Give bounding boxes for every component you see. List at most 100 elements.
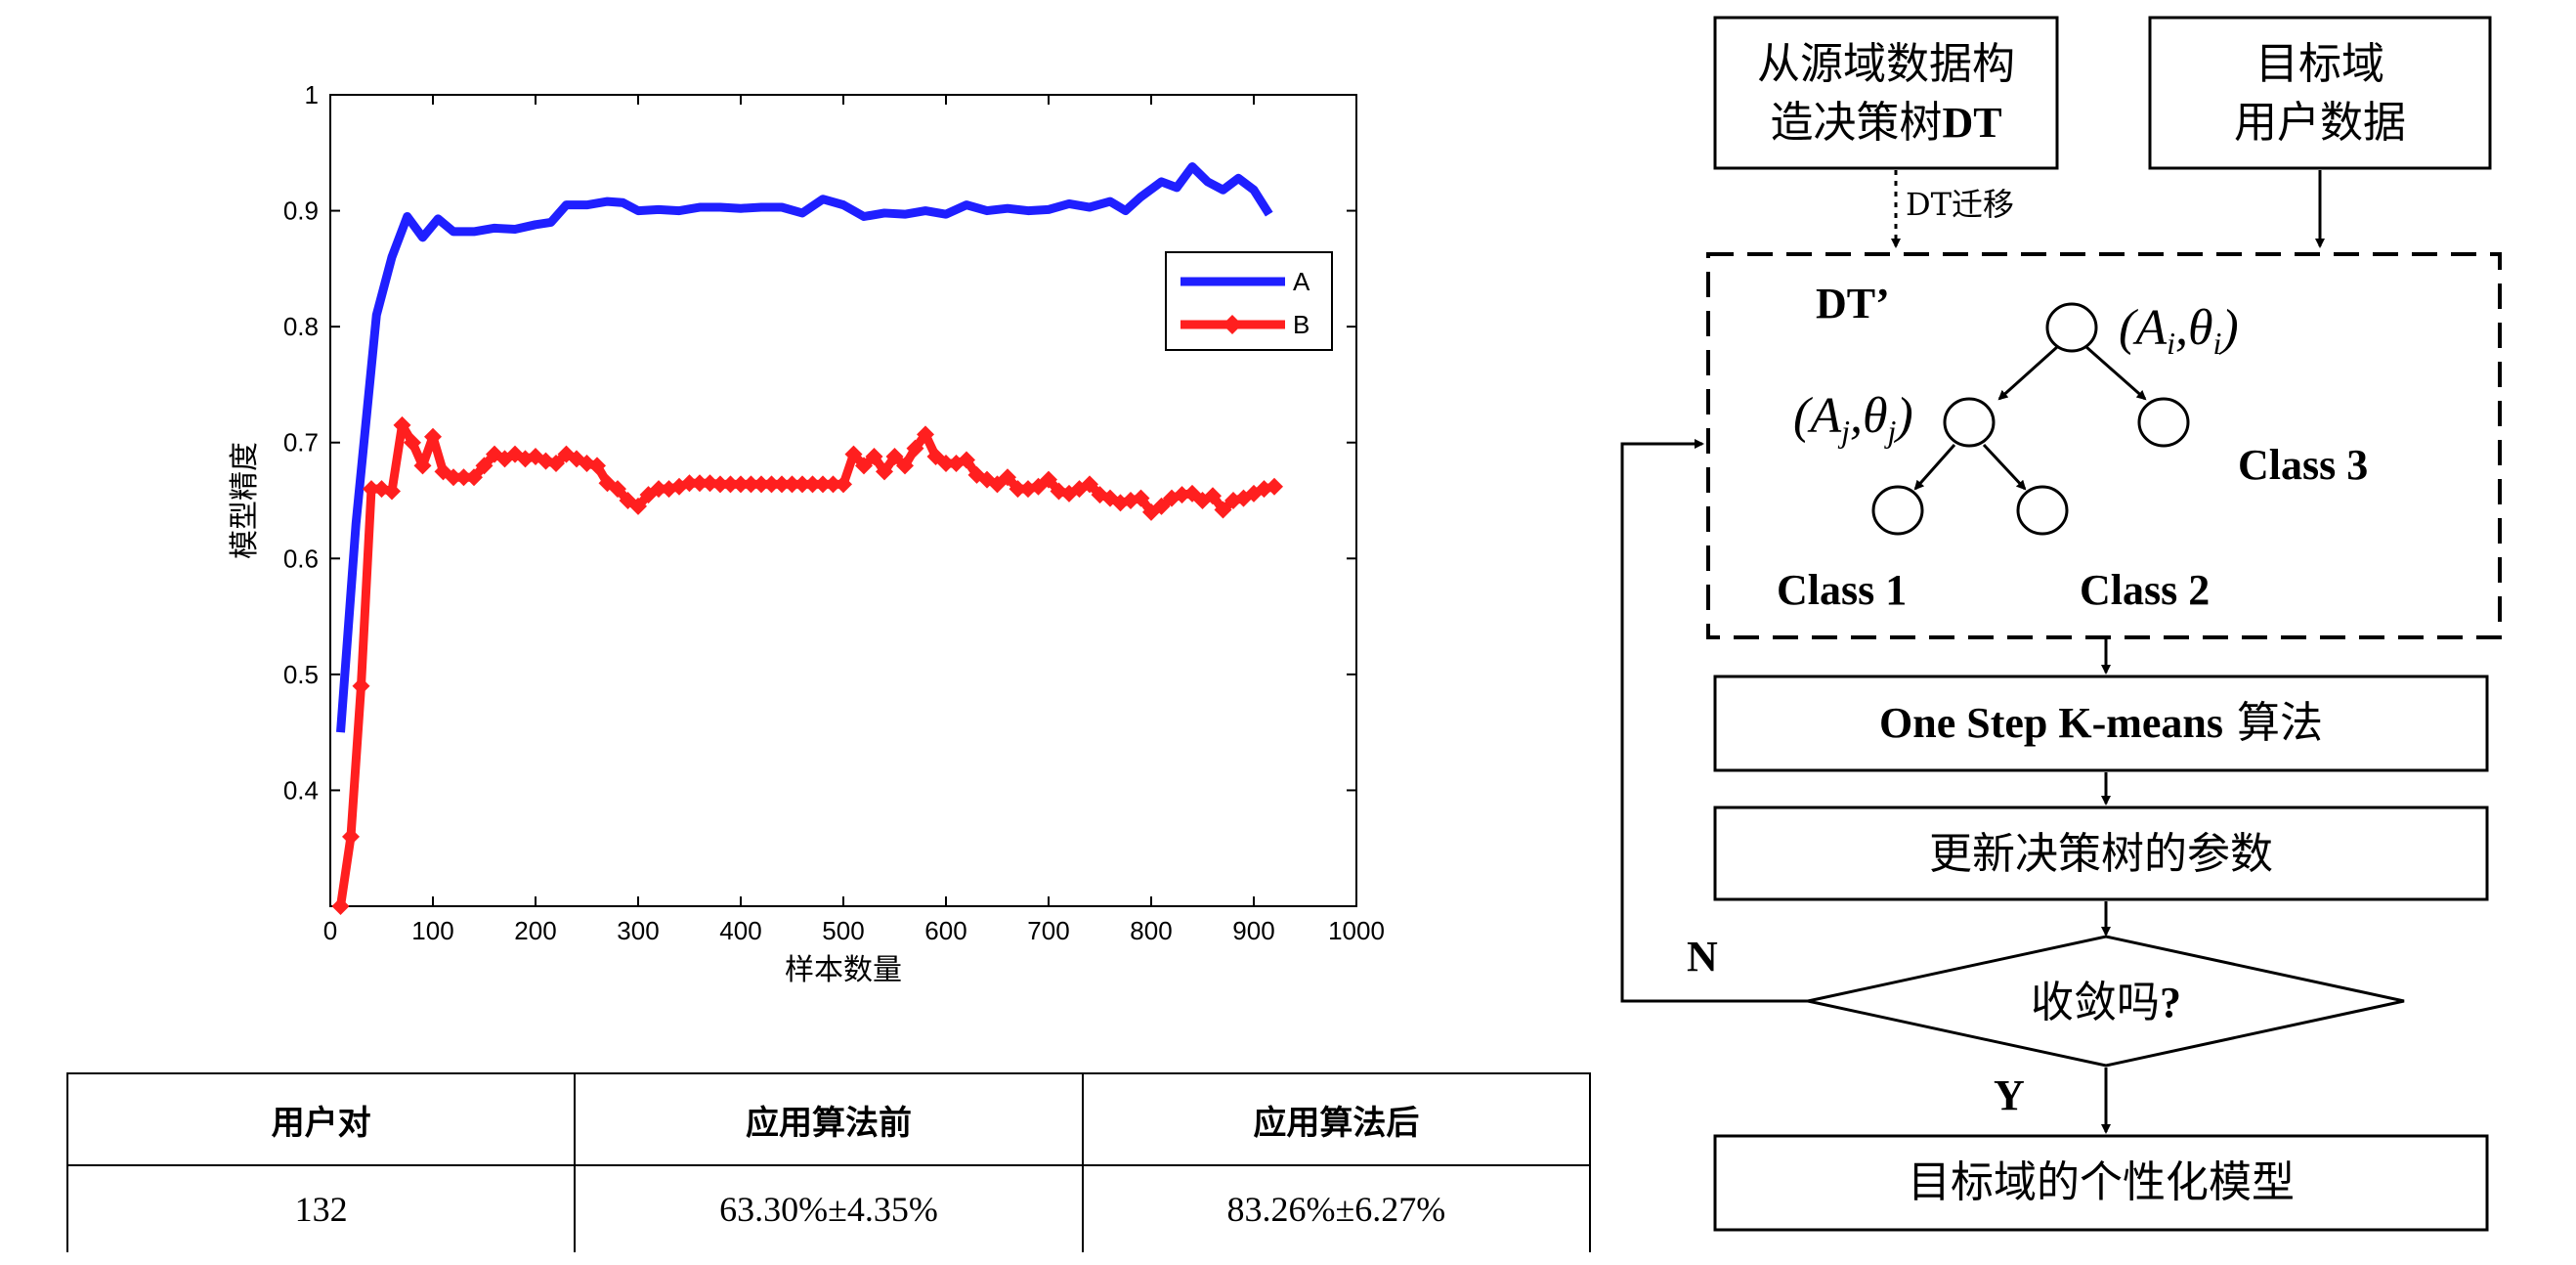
series-point-b <box>701 474 719 493</box>
series-point-b <box>609 480 626 499</box>
series-point-b <box>1266 477 1283 496</box>
series-point-b <box>721 475 740 494</box>
target-box-line1: 目标域 <box>2255 39 2384 89</box>
series-point-b <box>783 475 801 494</box>
series-point-b <box>752 475 770 494</box>
series-point-b <box>1214 501 1232 519</box>
personalized-model-box <box>1713 1134 2489 1232</box>
x-tick-label: 400 <box>719 916 761 945</box>
result-table: 用户对 应用算法前 应用算法后 132 63.30%±4.35% 83.26%±… <box>65 1072 1592 1252</box>
table-header: 用户对 <box>65 1072 577 1166</box>
series-point-b <box>917 425 934 444</box>
y-tick-label: 0.4 <box>283 775 319 805</box>
root-node-param: (Ai,θi) <box>2119 300 2239 361</box>
personalized-model-label: 目标域的个性化模型 <box>1908 1157 2295 1207</box>
series-point-b <box>1009 480 1027 499</box>
x-tick-label: 300 <box>617 916 659 945</box>
kmeans-step-box <box>1713 675 2489 772</box>
source-box-line1: 从源域数据构 <box>1757 39 2015 89</box>
series-point-b <box>814 475 832 494</box>
series-point-b <box>445 468 462 487</box>
line-chart: 0 100 200 300 400 500 600 700 800 900 1000 0.40.50… <box>228 80 1385 987</box>
x-axis-ticks: 0 100 200 300 400 500 600 700 800 900 1000 <box>323 95 1385 945</box>
table-header: 应用算法前 <box>574 1072 1084 1166</box>
series-point-b <box>404 433 421 452</box>
series-point-b <box>896 457 914 475</box>
series-point-b <box>1204 487 1222 505</box>
series-point-b <box>393 415 411 434</box>
series-point-b <box>413 457 432 475</box>
series-point-b <box>650 480 667 499</box>
convergence-decision <box>1807 935 2405 1068</box>
series-point-b <box>1101 489 1119 507</box>
series-point-b <box>803 475 822 494</box>
tree-leaf-node <box>2016 485 2069 536</box>
update-params-label: 更新决策树的参数 <box>1929 829 2273 879</box>
legend-box <box>1165 251 1333 351</box>
series-point-b <box>1081 475 1098 494</box>
y-tick-label: 0.9 <box>283 196 319 226</box>
series-point-b <box>454 468 473 487</box>
x-tick-label: 1000 <box>1328 916 1385 945</box>
decision-tree-diagram: (Ai,θi) (Aj,θj) Class 3 Class 1 Class 2 <box>1777 300 2368 614</box>
y-axis-ticks: 0.4 0.5 0.6 0.7 0.8 0.9 1 <box>283 80 1356 805</box>
x-tick-label: 100 <box>411 916 453 945</box>
tree-edge <box>1997 345 2059 401</box>
table-cell: 132 <box>65 1165 577 1252</box>
y-tick-label: 1 <box>305 80 319 109</box>
yes-label: Y <box>1994 1071 2025 1119</box>
series-point-b <box>794 475 811 494</box>
series-point-b <box>588 457 606 475</box>
y-tick-label: 0.5 <box>283 660 319 689</box>
tree-node <box>1943 397 1996 448</box>
x-tick-label: 500 <box>822 916 864 945</box>
series-point-b <box>1152 497 1171 515</box>
series-point-b <box>424 427 442 446</box>
series-point-b <box>629 497 647 515</box>
inner-node-param: (Aj,θj) <box>1793 388 1913 449</box>
series-point-b <box>732 475 750 494</box>
class3-label: Class 3 <box>2238 441 2368 489</box>
series-point-b <box>363 480 380 499</box>
series-point-b <box>342 827 360 846</box>
source-box-line2: 造决策树DT <box>1770 98 2001 148</box>
series-point-b <box>855 457 873 475</box>
series-point-b <box>906 439 924 458</box>
table-header-row: 用户对 应用算法前 应用算法后 <box>65 1072 1592 1166</box>
kmeans-step-label: One Step K-means 算法 <box>1879 698 2323 748</box>
y-tick-label: 0.8 <box>283 312 319 341</box>
series-point-b <box>937 455 955 473</box>
series-point-b <box>762 475 781 494</box>
series-point-b <box>999 468 1016 487</box>
y-axis-label: 模型精度 <box>228 442 262 559</box>
table-header: 应用算法后 <box>1081 1072 1592 1166</box>
tree-leaf-node <box>1871 485 1924 536</box>
x-tick-label: 800 <box>1130 916 1172 945</box>
series-point-b <box>691 474 708 493</box>
tree-container <box>1706 252 2502 639</box>
series-point-b <box>680 474 699 493</box>
y-tick-label: 0.7 <box>283 428 319 458</box>
table-row: 132 63.30%±4.35% 83.26%±6.27% <box>65 1165 1592 1252</box>
series-point-b <box>876 462 893 481</box>
transfer-label: DT迁移 <box>1906 186 2014 223</box>
series-point-b <box>865 447 883 465</box>
flowchart: 从源域数据构 造决策树DT 目标域 用户数据 DT迁移 DT’ (Ai,θi) … <box>1620 16 2502 1232</box>
x-tick-label: 900 <box>1232 916 1274 945</box>
no-label: N <box>1687 933 1718 981</box>
tree-edge <box>1982 443 2027 491</box>
series-point-b <box>1132 489 1150 507</box>
legend-label-b: B <box>1293 310 1309 339</box>
loop-back-arrow <box>1620 439 1808 1003</box>
series-point-b <box>1173 486 1191 504</box>
class1-label: Class 1 <box>1777 566 1907 614</box>
x-tick-label: 200 <box>514 916 556 945</box>
decision-label: 收敛吗? <box>2031 978 2181 1027</box>
table-cell: 63.30%±4.35% <box>574 1165 1084 1252</box>
series-point-b <box>475 457 494 475</box>
x-tick-label: 0 <box>323 916 337 945</box>
series-layer <box>331 162 1283 915</box>
series-point-b <box>1183 484 1201 502</box>
class2-label: Class 2 <box>2080 566 2210 614</box>
